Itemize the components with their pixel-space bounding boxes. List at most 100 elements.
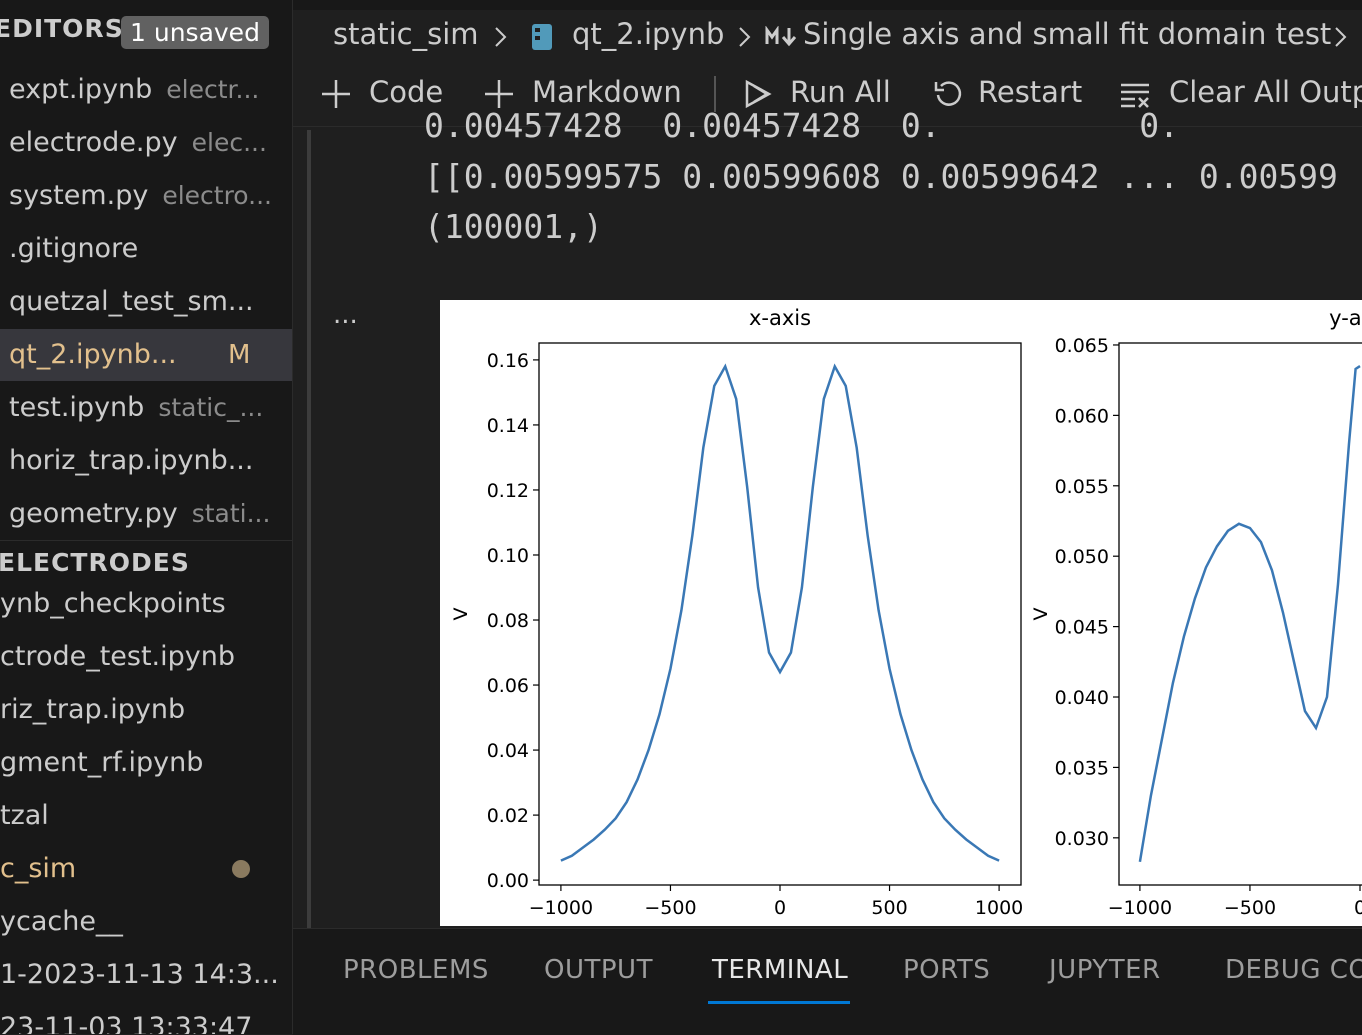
y-tick-label: 0.12 <box>487 480 529 502</box>
x-tick-label: 500 <box>871 897 907 919</box>
breadcrumb-item[interactable]: qt_2.ipynb <box>572 17 725 51</box>
file-name: .gitignore <box>9 233 139 264</box>
output-line: 0.00457428 0.00457428 0. 0. <box>424 106 1179 145</box>
data-line <box>1138 365 1361 862</box>
tree-item[interactable]: c_sim <box>0 843 292 895</box>
output-line: (100001,) <box>424 207 603 246</box>
panel-tab[interactable]: PORTS <box>903 955 991 985</box>
sidebar: EDITORS 1 unsaved ELECTRODES expt.ipynb e… <box>0 0 293 1034</box>
y-tick-label: 0.16 <box>487 350 529 372</box>
file-item[interactable]: test.ipynb static_... <box>0 382 292 434</box>
y-axis-label: V <box>450 608 472 621</box>
icon-part <box>739 27 751 47</box>
y-tick-label: 0.055 <box>1055 476 1109 498</box>
x-tick-label: −500 <box>1224 897 1276 919</box>
x-tick-label: −1000 <box>1108 897 1172 919</box>
toolbar-button[interactable]: Markdown <box>532 75 682 109</box>
tree-item[interactable]: tzal <box>0 790 292 842</box>
chart-title: y-axis <box>1329 306 1362 330</box>
file-name: system.py electro... <box>9 180 272 211</box>
panel: PROBLEMS OUTPUT TERMINAL PORTS JUPYTER DEBUG … <box>293 928 1362 1035</box>
y-tick-label: 0.045 <box>1055 617 1109 639</box>
file-name: geometry.py stati... <box>9 498 271 529</box>
toolbar-button[interactable]: Restart <box>978 75 1083 109</box>
icon <box>1335 27 1347 47</box>
file-detail: electro... <box>162 181 272 210</box>
active-tab-indicator <box>708 1001 850 1004</box>
breadcrumb-item[interactable]: static_sim <box>333 17 479 51</box>
file-name: test.ipynb static_... <box>9 392 264 423</box>
axes-frame <box>538 342 1022 886</box>
x-tick-label: −1000 <box>529 897 593 919</box>
file-item[interactable]: electrode.py elec... <box>0 117 292 169</box>
toolbar-button[interactable]: Run All <box>790 75 891 109</box>
panel-tab[interactable]: JUPYTER <box>1049 955 1161 985</box>
cell-focus-bar <box>307 130 311 928</box>
file-detail: elec... <box>191 128 267 157</box>
toolbar-button[interactable]: Clear All Outputs <box>1169 75 1362 109</box>
y-tick-label: 0.030 <box>1055 828 1109 850</box>
tree-item[interactable]: gment_rf.ipynb <box>0 737 292 789</box>
tree-item[interactable]: ctrode_test.ipynb <box>0 631 292 683</box>
section-divider <box>0 540 292 591</box>
tree-item[interactable]: 1-2023-11-13 14:3... <box>0 949 292 1001</box>
tree-item[interactable]: ynb_checkpoints <box>0 578 292 630</box>
output-line: [[0.00599575 0.00599608 0.00599642 ... 0… <box>424 157 1338 196</box>
file-item[interactable]: qt_2.ipynb... M <box>0 329 292 381</box>
tree-item[interactable]: ycache__ <box>0 896 292 948</box>
cell-marker[interactable]: ... <box>333 300 358 330</box>
tab-strip <box>293 0 1362 10</box>
chart-title: x-axis <box>749 306 811 330</box>
file-item[interactable]: quetzal_test_sm... <box>0 276 292 328</box>
tree-item[interactable]: 23-11-03 13:33:47 <box>0 1002 292 1034</box>
tree-name: 1-2023-11-13 14:3... <box>0 959 279 990</box>
icon <box>532 24 552 50</box>
badge: 1 unsaved <box>121 16 269 49</box>
breadcrumb-item[interactable]: Single axis and small fit domain test <box>803 17 1332 51</box>
icon-part <box>535 28 540 32</box>
file-detail: stati... <box>191 499 271 528</box>
icon-part <box>535 36 540 40</box>
file-item[interactable]: expt.ipynb electr... <box>0 64 292 116</box>
modified-dot <box>232 860 250 878</box>
x-tick-label: 1000 <box>975 897 1023 919</box>
file-name: qt_2.ipynb... <box>9 339 177 370</box>
panel-tab[interactable]: TERMINAL <box>712 955 849 985</box>
y-tick-label: 0.10 <box>487 545 529 567</box>
file-item[interactable]: horiz_trap.ipynb... <box>0 435 292 487</box>
icon <box>765 26 797 47</box>
tree-name: tzal <box>0 800 49 831</box>
file-item[interactable]: .gitignore <box>0 223 292 275</box>
file-name: horiz_trap.ipynb... <box>9 445 254 476</box>
file-item[interactable]: geometry.py stati... <box>0 488 292 540</box>
tree-item[interactable]: riz_trap.ipynb <box>0 684 292 736</box>
icon <box>745 79 772 109</box>
section-header[interactable]: ELECTRODES <box>0 548 190 577</box>
y-tick-label: 0.035 <box>1055 757 1109 779</box>
tree-name: ycache__ <box>0 906 123 937</box>
file-item[interactable]: system.py electro... <box>0 170 292 222</box>
icon-part <box>781 28 797 47</box>
panel-tab[interactable]: OUTPUT <box>544 955 653 985</box>
x-tick-label: 0 <box>774 897 786 919</box>
tree-name: ynb_checkpoints <box>0 588 226 619</box>
x-tick-label: −500 <box>644 897 696 919</box>
panel-tab[interactable]: PROBLEMS <box>343 955 489 985</box>
icon <box>322 80 350 108</box>
y-tick-label: 0.02 <box>487 805 529 827</box>
toolbar-separator <box>714 76 716 112</box>
file-name: electrode.py elec... <box>9 127 267 158</box>
icon <box>495 27 507 47</box>
x-tick-label: 0 <box>1354 897 1362 919</box>
icon-part <box>485 80 513 108</box>
file-name: quetzal_test_sm... <box>9 286 254 317</box>
y-tick-label: 0.04 <box>487 740 529 762</box>
panel-tab[interactable]: DEBUG CONSOLE <box>1225 955 1362 985</box>
y-tick-label: 0.060 <box>1055 405 1109 427</box>
file-detail: static_... <box>158 393 264 422</box>
data-line <box>560 363 1000 862</box>
icon-part <box>495 27 507 47</box>
toolbar-button[interactable]: Code <box>369 75 444 109</box>
git-status: M <box>228 340 251 370</box>
